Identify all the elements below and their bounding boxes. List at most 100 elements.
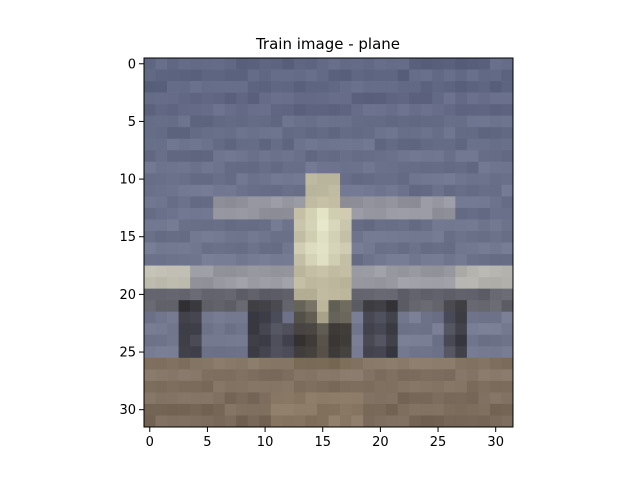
image-pixel xyxy=(489,184,502,197)
image-pixel xyxy=(501,346,514,359)
image-pixel xyxy=(144,219,156,232)
image-pixel xyxy=(443,288,456,301)
image-pixel xyxy=(270,311,283,324)
image-pixel xyxy=(466,380,479,393)
image-pixel xyxy=(167,380,179,393)
image-pixel xyxy=(328,150,341,163)
image-pixel xyxy=(328,403,341,416)
image-pixel xyxy=(397,346,410,359)
image-pixel xyxy=(270,92,283,105)
image-pixel xyxy=(443,380,456,393)
image-pixel xyxy=(270,230,283,243)
image-pixel xyxy=(409,196,422,209)
image-pixel xyxy=(259,81,272,93)
image-pixel xyxy=(167,138,179,151)
image-pixel xyxy=(409,127,422,140)
image-pixel xyxy=(270,184,283,197)
image-pixel xyxy=(167,323,179,336)
image-pixel xyxy=(340,127,352,140)
image-pixel xyxy=(489,196,502,209)
image-pixel xyxy=(293,242,306,255)
image-pixel xyxy=(201,230,214,243)
image-pixel xyxy=(386,380,399,393)
image-pixel xyxy=(386,392,399,405)
image-pixel xyxy=(293,150,306,163)
image-pixel xyxy=(328,161,341,174)
image-pixel xyxy=(316,334,329,347)
image-pixel xyxy=(247,230,260,243)
image-pixel xyxy=(363,196,375,209)
image-pixel xyxy=(443,150,456,163)
image-pixel xyxy=(201,219,214,232)
image-pixel xyxy=(374,92,387,105)
image-pixel xyxy=(213,334,226,347)
image-pixel xyxy=(236,415,249,428)
image-pixel xyxy=(455,104,468,117)
image-pixel xyxy=(270,242,283,255)
image-pixel xyxy=(224,92,237,105)
image-pixel xyxy=(155,369,168,382)
image-pixel xyxy=(443,300,456,313)
image-pixel xyxy=(466,242,479,255)
image-pixel xyxy=(305,254,318,266)
image-pixel xyxy=(305,300,318,313)
image-pixel xyxy=(213,58,226,70)
image-pixel xyxy=(409,380,422,393)
image-pixel xyxy=(144,288,156,301)
image-pixel xyxy=(259,104,272,117)
image-pixel xyxy=(293,357,306,370)
image-pixel xyxy=(305,69,318,82)
image-pixel xyxy=(293,323,306,336)
image-pixel xyxy=(409,207,422,220)
image-pixel xyxy=(466,277,479,289)
image-pixel xyxy=(501,254,514,266)
image-pixel xyxy=(224,415,237,428)
image-pixel xyxy=(178,230,191,243)
image-pixel xyxy=(501,81,514,93)
image-pixel xyxy=(420,219,433,232)
image-pixel xyxy=(190,150,203,163)
image-pixel xyxy=(259,173,272,186)
image-pixel xyxy=(144,127,156,140)
image-pixel xyxy=(213,69,226,82)
image-pixel xyxy=(340,265,352,278)
image-pixel xyxy=(397,392,410,405)
image-pixel xyxy=(455,58,468,70)
image-pixel xyxy=(478,173,491,186)
image-pixel xyxy=(420,300,433,313)
image-pixel xyxy=(190,346,203,359)
image-pixel xyxy=(201,196,214,209)
image-pixel xyxy=(420,184,433,197)
image-pixel xyxy=(259,380,272,393)
image-pixel xyxy=(478,104,491,117)
image-pixel xyxy=(351,311,364,324)
image-pixel xyxy=(178,380,191,393)
image-pixel xyxy=(178,369,191,382)
x-axis: 0 5 10 15 20 25 30 xyxy=(146,427,504,450)
image-pixel xyxy=(167,69,179,82)
image-pixel xyxy=(397,300,410,313)
image-pixel xyxy=(224,81,237,93)
image-pixel xyxy=(397,369,410,382)
image-pixel xyxy=(305,92,318,105)
image-pixel xyxy=(489,161,502,174)
image-pixel xyxy=(305,104,318,117)
y-tick-label: 10 xyxy=(119,173,136,188)
image-pixel xyxy=(466,219,479,232)
image-pixel xyxy=(178,254,191,266)
image-pixel xyxy=(489,69,502,82)
image-pixel xyxy=(178,265,191,278)
image-pixel xyxy=(489,288,502,301)
image-pixel xyxy=(501,369,514,382)
image-pixel xyxy=(386,334,399,347)
image-pixel xyxy=(316,357,329,370)
image-pixel xyxy=(305,380,318,393)
x-tick-label: 5 xyxy=(203,435,211,450)
y-tick-label: 15 xyxy=(119,230,136,245)
image-pixel xyxy=(432,81,445,93)
image-pixel xyxy=(201,265,214,278)
image-pixel xyxy=(167,92,179,105)
image-pixel xyxy=(270,219,283,232)
image-pixel xyxy=(501,207,514,220)
image-pixel xyxy=(144,104,156,117)
